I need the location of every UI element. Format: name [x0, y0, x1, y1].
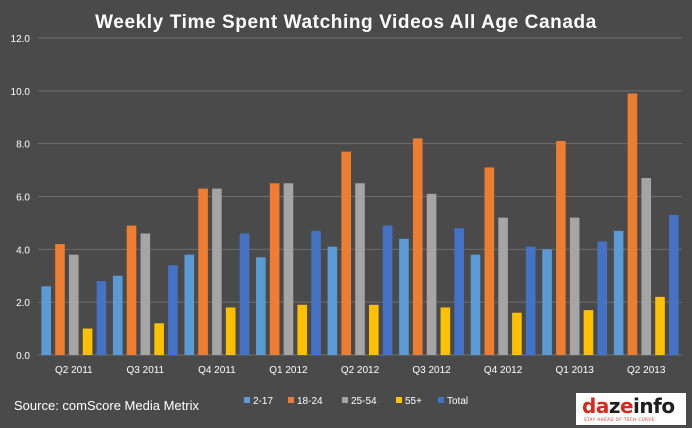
bar-217-Q3-2011 [112, 275, 123, 355]
y-tick-label: 4.0 [16, 245, 30, 256]
x-tick-label: Q3 2012 [412, 365, 451, 376]
bar-55-Q2-2011 [82, 328, 93, 355]
source-note: Source: comScore Media Metrix [14, 398, 199, 413]
bar-1824-Q4-2012 [484, 167, 495, 355]
y-tick-label: 0.0 [16, 351, 30, 362]
y-tick-label: 6.0 [16, 193, 30, 204]
legend-swatch-55 [396, 397, 402, 403]
legend-label-217: 2-17 [253, 396, 273, 407]
x-tick-label: Q4 2012 [484, 365, 523, 376]
bar-55-Q4-2011 [225, 307, 236, 355]
bar-217-Q1-2013 [542, 249, 552, 355]
chart-title: Weekly Time Spent Watching Videos All Ag… [95, 12, 597, 33]
bar-55-Q2-2013 [655, 296, 665, 355]
bar-2554-Q3-2011 [140, 233, 151, 355]
y-tick-label: 12.0 [11, 34, 31, 45]
bar-55-Q1-2013 [583, 310, 594, 355]
bar-Total-Q3-2012 [454, 228, 464, 355]
logo-wordmark: dazeinfo [582, 394, 675, 418]
x-tick-label: Q2 2013 [627, 365, 666, 376]
bar-217-Q4-2012 [470, 254, 481, 355]
bar-55-Q1-2012 [297, 304, 308, 355]
legend-swatch-Total [438, 397, 444, 403]
bar-2554-Q2-2012 [355, 183, 365, 355]
bar-55-Q4-2012 [512, 312, 522, 355]
bar-2554-Q2-2013 [641, 178, 652, 355]
bar-Total-Q4-2012 [525, 246, 536, 355]
bar-55-Q2-2012 [369, 304, 379, 355]
bar-1824-Q3-2012 [412, 138, 423, 355]
bar-217-Q2-2011 [41, 286, 51, 355]
x-tick-label: Q4 2011 [198, 365, 236, 376]
bar-217-Q2-2013 [613, 230, 624, 355]
legend-label-Total: Total [447, 396, 468, 407]
bar-1824-Q1-2013 [556, 141, 566, 355]
bar-217-Q1-2012 [256, 257, 266, 355]
bar-2554-Q2-2011 [68, 254, 79, 355]
dazeinfo-logo: dazeinfo STAY AHEAD OF TECH CURVE [576, 393, 686, 425]
bar-217-Q4-2011 [184, 254, 195, 355]
bar-Total-Q3-2011 [168, 265, 178, 355]
legend-label-55: 55+ [405, 396, 422, 407]
x-tick-label: Q1 2012 [269, 365, 308, 376]
legend-label-1824: 18-24 [297, 396, 323, 407]
bar-1824-Q2-2011 [55, 244, 65, 355]
bar-2554-Q4-2011 [212, 188, 222, 355]
bar-1824-Q2-2013 [627, 93, 638, 355]
bar-217-Q3-2012 [399, 238, 409, 355]
bar-1824-Q1-2012 [269, 183, 280, 355]
x-tick-label: Q3 2011 [127, 365, 165, 376]
bar-Total-Q2-2013 [669, 214, 679, 355]
bar-1824-Q4-2011 [198, 188, 208, 355]
bar-1824-Q2-2012 [341, 151, 351, 355]
y-tick-label: 10.0 [11, 87, 31, 98]
bar-1824-Q3-2011 [126, 225, 137, 355]
logo-tagline: STAY AHEAD OF TECH CURVE [584, 417, 655, 422]
bar-217-Q2-2012 [327, 246, 338, 355]
bar-2554-Q4-2012 [498, 217, 508, 355]
bar-Total-Q2-2011 [96, 281, 107, 355]
y-tick-label: 8.0 [16, 140, 30, 151]
legend-swatch-2554 [342, 397, 348, 403]
bar-Total-Q4-2011 [239, 233, 250, 355]
bar-55-Q3-2012 [440, 307, 451, 355]
bar-2554-Q1-2012 [283, 183, 294, 355]
legend-swatch-217 [244, 397, 250, 403]
legend-label-2554: 25-54 [351, 396, 377, 407]
bar-Total-Q2-2012 [382, 225, 393, 355]
bar-Total-Q1-2012 [311, 230, 321, 355]
bar-2554-Q1-2013 [569, 217, 580, 355]
x-tick-label: Q1 2013 [555, 365, 594, 376]
bar-2554-Q3-2012 [426, 193, 437, 355]
legend-swatch-1824 [288, 397, 294, 403]
x-tick-label: Q2 2012 [341, 365, 380, 376]
bar-55-Q3-2011 [154, 323, 164, 355]
bar-Total-Q1-2013 [597, 241, 608, 355]
y-tick-label: 2.0 [16, 298, 30, 309]
x-tick-label: Q2 2011 [55, 365, 93, 376]
